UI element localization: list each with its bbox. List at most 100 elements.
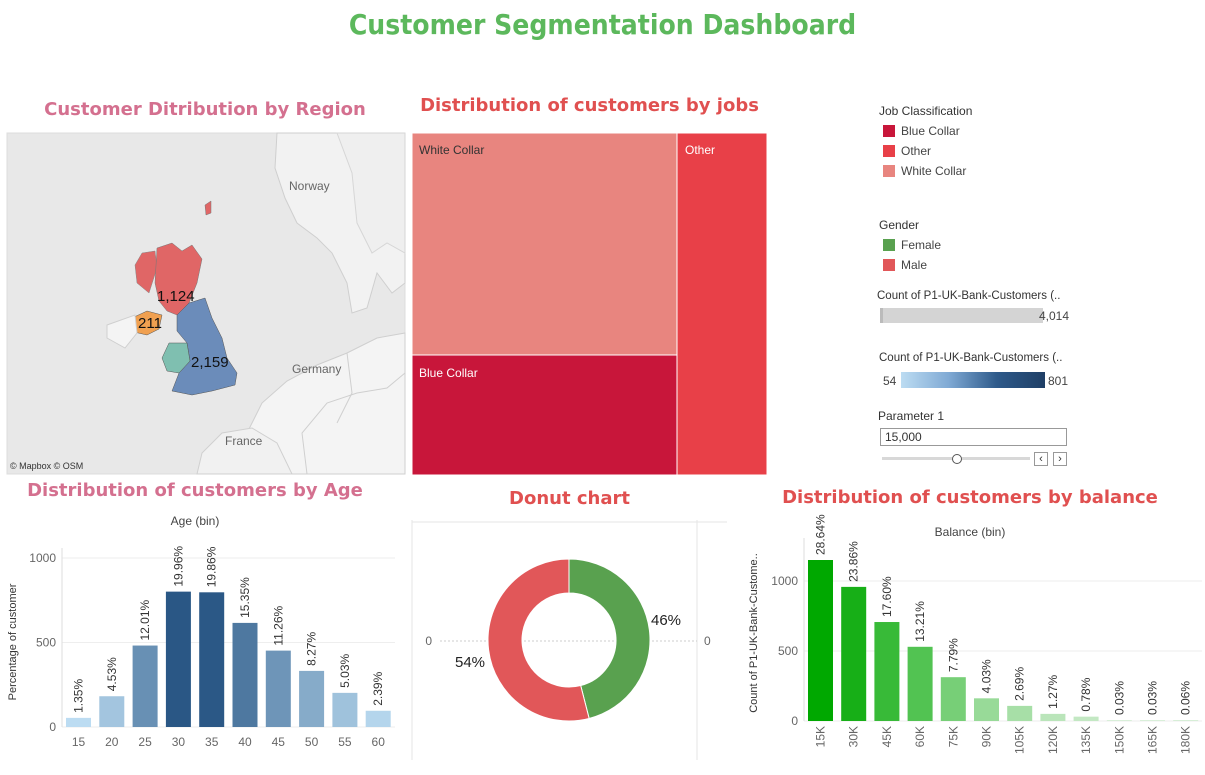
balance-bar xyxy=(1140,720,1165,721)
legend-item-blue-collar[interactable]: Blue Collar xyxy=(883,124,960,138)
balance-data-label: 4.03% xyxy=(980,659,994,693)
age-chart-subtitle: Age (bin) xyxy=(170,514,220,528)
balance-data-label: 1.27% xyxy=(1046,675,1060,709)
age-y-axis-label: Percentage of customer xyxy=(7,583,19,700)
count-color-gradient xyxy=(901,372,1045,388)
balance-chart-title: Distribution of customers by balance xyxy=(782,487,1158,508)
legend-swatch xyxy=(883,145,895,157)
age-bar xyxy=(199,592,225,727)
balance-x-tick: 60K xyxy=(913,726,927,747)
balance-data-label: 0.78% xyxy=(1079,677,1093,711)
age-x-tick: 15 xyxy=(72,735,86,749)
legend-label: Other xyxy=(901,144,932,158)
job-legend-title: Job Classification xyxy=(879,104,973,118)
legend-label: Female xyxy=(901,238,942,252)
count-legend-title-1: Count of P1-UK-Bank-Customers (.. xyxy=(877,290,1061,302)
donut-title: Donut chart xyxy=(509,488,630,509)
age-data-label: 5.03% xyxy=(338,654,352,688)
balance-bar xyxy=(907,646,933,721)
balance-bar xyxy=(1173,720,1199,721)
age-bar xyxy=(332,692,358,727)
balance-y-tick: 1000 xyxy=(771,574,798,588)
age-bar xyxy=(165,591,191,727)
legend-swatch xyxy=(883,165,895,177)
balance-bar xyxy=(1073,716,1099,721)
parameter-input[interactable] xyxy=(880,428,1067,446)
balance-x-tick: 45K xyxy=(880,726,894,747)
balance-x-tick: 150K xyxy=(1112,726,1126,754)
age-data-label: 8.27% xyxy=(305,632,319,666)
region-map[interactable]: Norway Germany France 1,124 211 2,159 © … xyxy=(6,132,406,475)
legend-label: Blue Collar xyxy=(901,124,960,138)
age-data-label: 2.39% xyxy=(371,671,385,705)
donut-label-female: 46% xyxy=(651,612,681,629)
donut-slice-female xyxy=(568,558,651,720)
chevron-left-icon[interactable]: ‹ xyxy=(1034,452,1048,466)
france-label: France xyxy=(225,434,263,448)
treemap-label-blue-collar: Blue Collar xyxy=(419,366,478,380)
balance-bar xyxy=(808,560,833,721)
count-color-legend-min: 54 xyxy=(883,374,897,388)
balance-y-tick: 500 xyxy=(778,644,798,658)
balance-x-tick: 15K xyxy=(814,726,828,747)
legend-swatch xyxy=(883,259,895,271)
gender-legend-title: Gender xyxy=(879,218,920,232)
balance-data-label: 2.69% xyxy=(1013,667,1027,701)
treemap-title: Distribution of customers by jobs xyxy=(420,95,759,116)
balance-x-tick: 75K xyxy=(946,726,960,747)
legend-item-other[interactable]: Other xyxy=(883,144,931,158)
balance-bar xyxy=(874,622,900,721)
balance-y-axis-label: Count of P1-UK-Bank-Custome.. xyxy=(748,553,760,713)
legend-item-female[interactable]: Female xyxy=(883,238,941,252)
balance-bar xyxy=(974,698,999,721)
age-x-tick: 30 xyxy=(172,735,186,749)
legend-item-white-collar[interactable]: White Collar xyxy=(883,164,966,178)
age-y-tick: 0 xyxy=(49,720,56,734)
balance-bar xyxy=(1040,713,1066,721)
balance-bar xyxy=(841,586,867,721)
treemap-white-collar[interactable] xyxy=(411,132,678,356)
age-x-tick: 45 xyxy=(272,735,286,749)
age-bar xyxy=(265,650,291,727)
balance-bar-chart: 0 500 1000 Count of P1-UK-Bank-Custome.. 28.… xyxy=(748,514,1202,754)
jobs-treemap: White Collar Other Blue Collar xyxy=(411,132,768,476)
treemap-blue-collar[interactable] xyxy=(411,354,678,476)
balance-x-tick: 135K xyxy=(1079,726,1093,754)
balance-bar xyxy=(940,677,966,721)
balance-bar xyxy=(1007,705,1033,721)
chevron-right-icon[interactable]: › xyxy=(1053,452,1067,466)
legend-item-male[interactable]: Male xyxy=(883,258,927,272)
age-chart-title: Distribution of customers by Age xyxy=(27,480,363,501)
treemap-other[interactable] xyxy=(676,132,768,476)
gender-donut-chart: 0 0 46% 54% xyxy=(411,520,727,760)
donut-axis-label-right: 0 xyxy=(704,634,711,648)
age-data-label: 19.96% xyxy=(171,546,185,587)
count-size-legend-value: 4,014 xyxy=(1039,309,1070,323)
age-x-tick: 55 xyxy=(338,735,352,749)
balance-data-label: 0.03% xyxy=(1146,681,1160,715)
norway-label: Norway xyxy=(289,179,330,193)
age-x-tick: 60 xyxy=(372,735,386,749)
age-data-label: 19.86% xyxy=(205,546,219,587)
age-data-label: 4.53% xyxy=(105,657,119,691)
count-size-legend-bar xyxy=(880,308,1043,323)
balance-data-label: 0.06% xyxy=(1179,681,1193,715)
age-bar-chart: 0 500 1000 Percentage of customer 1.35% 15 4.5… xyxy=(7,546,395,749)
treemap-label-white-collar: White Collar xyxy=(419,143,484,157)
age-y-tick: 1000 xyxy=(29,551,56,565)
balance-y-tick: 0 xyxy=(791,714,798,728)
age-y-tick: 500 xyxy=(36,636,56,650)
england-value: 2,159 xyxy=(191,354,229,371)
legend-swatch xyxy=(883,125,895,137)
balance-bar xyxy=(1106,720,1132,721)
parameter-slider-handle[interactable] xyxy=(952,454,962,464)
germany-label: Germany xyxy=(292,362,341,376)
balance-chart-subtitle: Balance (bin) xyxy=(934,525,1006,539)
dashboard-title: Customer Segmentation Dashboard xyxy=(348,8,857,41)
balance-data-label: 17.60% xyxy=(880,576,894,617)
balance-x-tick: 120K xyxy=(1046,726,1060,754)
legend-label: Male xyxy=(901,258,928,272)
scotland-value: 1,124 xyxy=(157,288,195,305)
balance-x-tick: 180K xyxy=(1179,726,1193,754)
legend-swatch xyxy=(883,239,895,251)
